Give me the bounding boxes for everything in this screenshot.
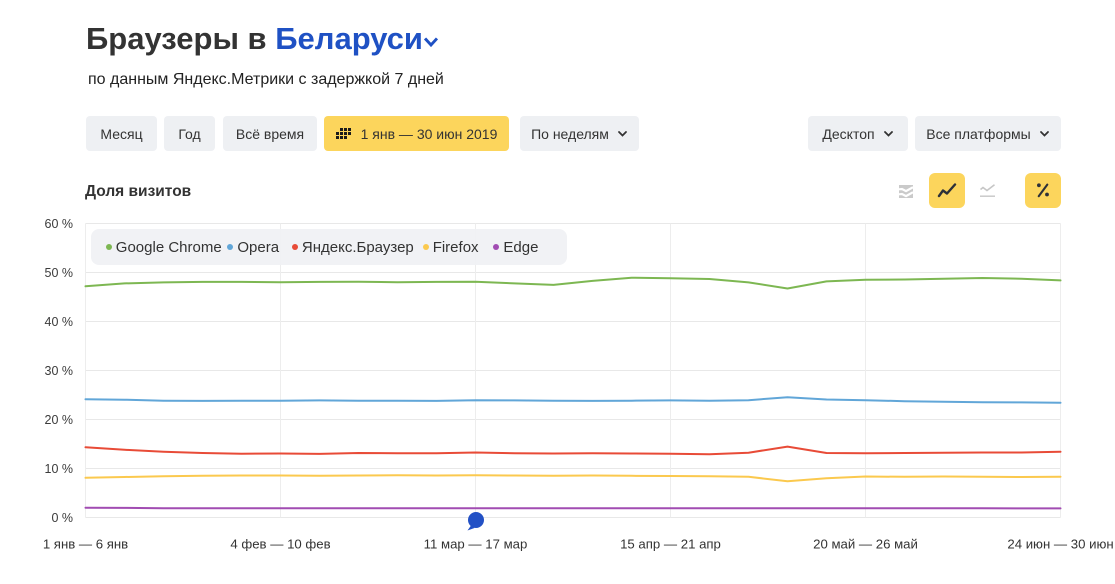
svg-text:30 %: 30 % <box>45 364 74 378</box>
svg-text:1 янв — 6 янв: 1 янв — 6 янв <box>43 537 128 552</box>
svg-text:4 фев — 10 фев: 4 фев — 10 фев <box>230 537 330 552</box>
svg-text:11 мар — 17 мар: 11 мар — 17 мар <box>424 537 528 552</box>
svg-text:20 %: 20 % <box>45 413 74 427</box>
svg-text:50 %: 50 % <box>45 266 74 280</box>
svg-text:20 май — 26 май: 20 май — 26 май <box>813 537 918 552</box>
svg-text:40 %: 40 % <box>45 315 74 329</box>
svg-text:0 %: 0 % <box>51 511 73 525</box>
svg-text:24 июн — 30 июн: 24 июн — 30 июн <box>1007 537 1113 552</box>
svg-text:10 %: 10 % <box>45 462 74 476</box>
svg-text:15 апр — 21 апр: 15 апр — 21 апр <box>620 537 721 552</box>
svg-text:60 %: 60 % <box>45 217 74 231</box>
